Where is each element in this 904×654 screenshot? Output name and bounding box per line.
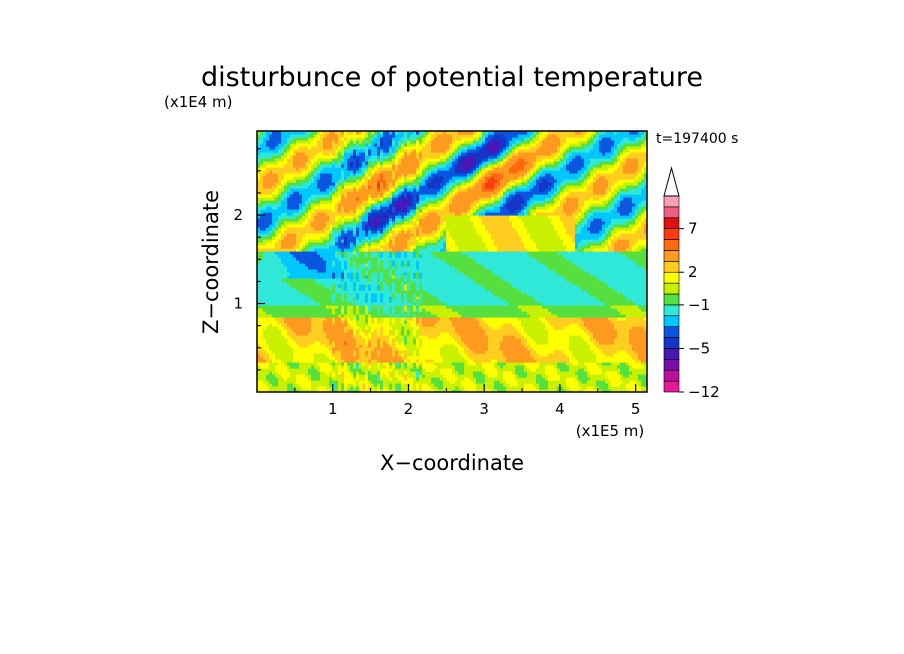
colorbar-segment	[663, 217, 680, 229]
y-tick-label: 1	[233, 295, 243, 313]
colorbar-segment	[663, 293, 680, 306]
colorbar-segment	[663, 337, 680, 349]
y-scale-label: (x1E4 m)	[164, 93, 233, 111]
colorbar-segment	[663, 326, 680, 338]
colorbar-segment	[663, 348, 680, 360]
colorbar-segment	[663, 250, 680, 262]
colorbar: 7 2 −1 −5 −12	[663, 166, 720, 401]
colorbar-segment	[663, 228, 680, 240]
plot-frame	[256, 130, 648, 393]
y-axis: 12	[233, 148, 265, 371]
x-tick-label: 2	[404, 400, 414, 418]
colorbar-segment	[663, 206, 680, 219]
colorbar-segment	[663, 304, 680, 317]
colorbar-segment	[663, 315, 680, 327]
colorbar-segment	[663, 271, 680, 284]
contour-field	[257, 131, 647, 392]
x-axis: 1 2 3 4 5	[294, 384, 641, 418]
colorbar-segment	[663, 369, 680, 382]
x-tick-label: 4	[555, 400, 565, 418]
x-scale-label: (x1E5 m)	[576, 422, 645, 440]
y-tick-label: 2	[233, 206, 243, 224]
colorbar-segment	[663, 380, 680, 393]
colorbar-label: 2	[688, 263, 698, 281]
colorbar-label: −5	[688, 339, 710, 357]
x-tick-label: 5	[631, 400, 641, 418]
chart-title: disturbunce of potential temperature	[201, 62, 703, 93]
colorbar-segment	[663, 195, 680, 208]
colorbar-label: −1	[688, 296, 710, 314]
colorbar-segment	[663, 239, 680, 251]
colorbar-label: 7	[688, 220, 698, 238]
x-axis-label: X−coordinate	[380, 451, 524, 475]
colorbar-segment	[663, 261, 680, 273]
y-axis-label: Z−coordinate	[199, 190, 223, 334]
x-tick-label: 3	[479, 400, 489, 418]
colorbar-extend-arrow	[663, 166, 680, 197]
x-tick-label: 1	[328, 400, 338, 418]
colorbar-segment	[663, 359, 680, 371]
time-label: t=197400 s	[656, 131, 738, 147]
colorbar-label: −12	[688, 383, 720, 401]
colorbar-segment	[663, 282, 680, 295]
